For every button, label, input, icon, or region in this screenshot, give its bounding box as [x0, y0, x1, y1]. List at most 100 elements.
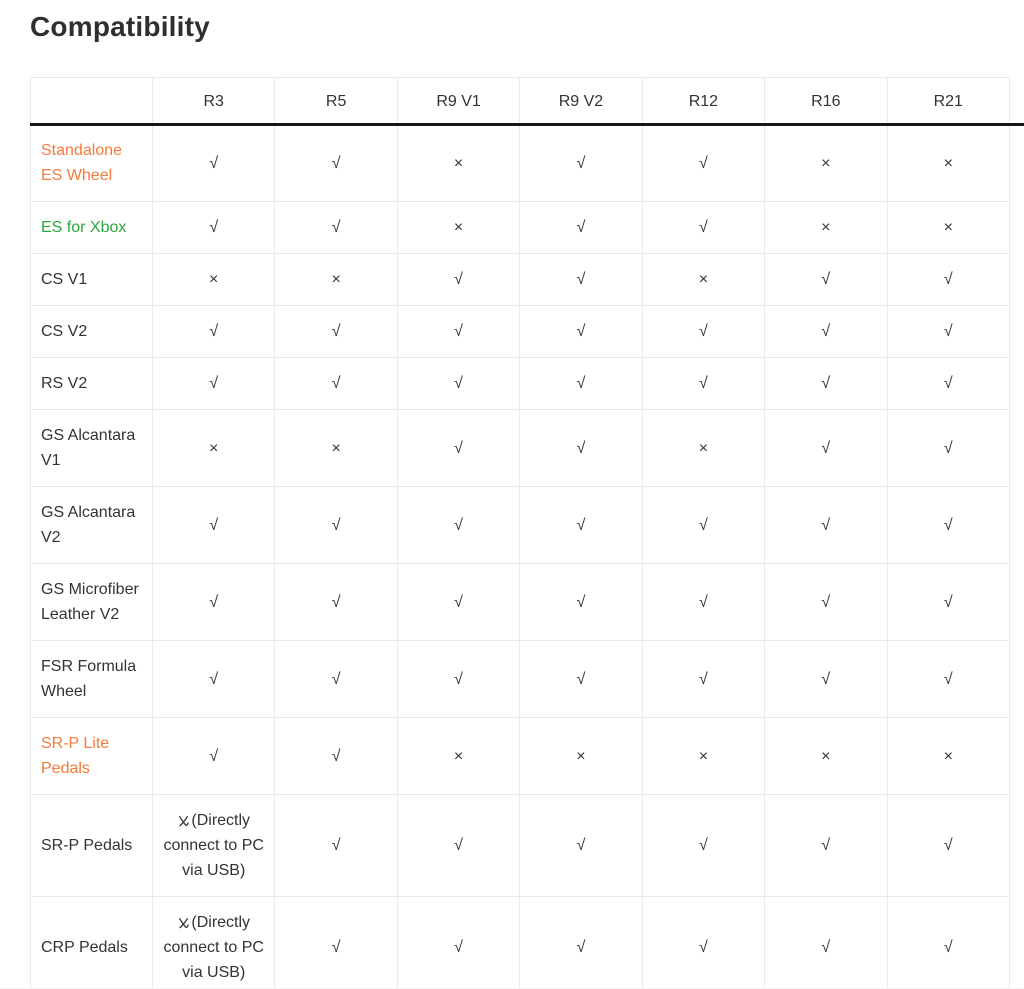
table-row: GS Microfiber Leather V2 √ √ √ √ √ √ √ — [30, 563, 1011, 641]
column-header-r21: R21 — [886, 77, 1011, 125]
row-label: GS Alcantara V2 — [30, 486, 153, 564]
direct-usb-check-icon — [177, 814, 190, 828]
header-divider-rule — [30, 123, 1024, 126]
compat-cell: √ — [641, 794, 766, 897]
compat-cell: × — [886, 124, 1011, 202]
table-row: RS V2 √ √ √ √ √ √ √ — [30, 357, 1011, 410]
table-row: GS Alcantara V1 × × √ √ × √ √ — [30, 409, 1011, 487]
compat-cell: √ — [151, 124, 276, 202]
compat-cell: √ — [641, 124, 766, 202]
compat-cell: × — [764, 717, 888, 795]
table-row: SR-P Lite Pedals √ √ × × × × × — [30, 717, 1011, 795]
table-row: ES for Xbox √ √ × √ √ × × — [30, 201, 1011, 254]
compatibility-table-container: R3 R5 R9 V1 R9 V2 R12 R16 R21 Standalone… — [30, 77, 1024, 989]
table-row: GS Alcantara V2 √ √ √ √ √ √ √ — [30, 486, 1011, 564]
column-header-r3: R3 — [151, 77, 276, 125]
compat-cell: √ — [886, 357, 1011, 410]
compat-cell: √ — [396, 409, 521, 487]
column-header-r9v2: R9 V2 — [519, 77, 643, 125]
compat-cell: √ — [396, 486, 521, 564]
compat-cell: √ — [764, 640, 888, 718]
row-label: GS Microfiber Leather V2 — [30, 563, 153, 641]
compat-cell: × — [151, 253, 276, 306]
compat-cell: × — [274, 253, 398, 306]
compat-cell: √ — [886, 794, 1011, 897]
row-label: RS V2 — [30, 357, 153, 410]
compat-cell: √ — [519, 124, 643, 202]
compat-cell: √ — [764, 305, 888, 358]
compat-cell: √ — [764, 563, 888, 641]
compat-cell: × — [151, 409, 276, 487]
compat-cell: √ — [396, 357, 521, 410]
compat-cell: × — [396, 124, 521, 202]
compat-cell: √ — [274, 486, 398, 564]
row-label: Standalone ES Wheel — [30, 124, 153, 202]
compat-cell: √ — [886, 409, 1011, 487]
compat-cell-usb-note: (Directly connect to PC via USB) — [151, 896, 276, 989]
compat-cell: √ — [396, 896, 521, 989]
compat-cell: √ — [396, 794, 521, 897]
note-text: (Directly connect to PC via USB) — [163, 914, 264, 981]
column-header-r5: R5 — [274, 77, 398, 125]
compat-cell: √ — [274, 640, 398, 718]
direct-usb-check-icon — [177, 916, 190, 930]
compat-cell: √ — [396, 563, 521, 641]
compat-cell: √ — [151, 717, 276, 795]
page-title: Compatibility — [30, 11, 210, 42]
compat-cell: √ — [886, 253, 1011, 306]
compat-cell: √ — [274, 357, 398, 410]
compat-cell: √ — [886, 563, 1011, 641]
compat-cell: √ — [764, 486, 888, 564]
header-row: R3 R5 R9 V1 R9 V2 R12 R16 R21 — [30, 77, 1011, 125]
compat-cell: × — [641, 409, 766, 487]
column-header-r9v1: R9 V1 — [396, 77, 521, 125]
compat-cell: √ — [151, 640, 276, 718]
compat-cell: √ — [764, 896, 888, 989]
compat-cell: √ — [641, 563, 766, 641]
compat-cell: × — [641, 717, 766, 795]
compat-cell: √ — [641, 357, 766, 410]
compat-cell: √ — [641, 640, 766, 718]
compat-cell: √ — [274, 896, 398, 989]
compat-cell: √ — [641, 486, 766, 564]
compat-cell: √ — [886, 486, 1011, 564]
compat-cell: √ — [519, 253, 643, 306]
compat-cell: √ — [519, 794, 643, 897]
compat-cell: √ — [519, 640, 643, 718]
column-header-blank — [30, 77, 153, 125]
compat-cell: √ — [151, 357, 276, 410]
compat-cell: √ — [396, 305, 521, 358]
compat-cell: √ — [519, 896, 643, 989]
compat-cell: × — [519, 717, 643, 795]
table-row: CRP Pedals (Directly connect to PC via U… — [30, 896, 1011, 989]
compat-cell: √ — [886, 640, 1011, 718]
compat-cell: √ — [396, 253, 521, 306]
compat-cell: √ — [519, 486, 643, 564]
compat-cell: √ — [641, 896, 766, 989]
column-header-r16: R16 — [764, 77, 888, 125]
compat-cell: √ — [151, 305, 276, 358]
compat-cell: √ — [519, 357, 643, 410]
table-row: CS V1 × × √ √ × √ √ — [30, 253, 1011, 306]
compat-cell: √ — [396, 640, 521, 718]
row-label: ES for Xbox — [30, 201, 153, 254]
compat-cell: √ — [886, 305, 1011, 358]
table-row: CS V2 √ √ √ √ √ √ √ — [30, 305, 1011, 358]
compat-cell: × — [274, 409, 398, 487]
row-label: CS V1 — [30, 253, 153, 306]
compat-cell-usb-note: (Directly connect to PC via USB) — [151, 794, 276, 897]
table-row: FSR Formula Wheel √ √ √ √ √ √ √ — [30, 640, 1011, 718]
compat-cell: √ — [764, 253, 888, 306]
compat-cell: × — [396, 201, 521, 254]
compat-cell: × — [886, 717, 1011, 795]
column-header-r12: R12 — [641, 77, 766, 125]
row-label: SR-P Pedals — [30, 794, 153, 897]
table-row: SR-P Pedals (Directly connect to PC via … — [30, 794, 1011, 897]
row-label: GS Alcantara V1 — [30, 409, 153, 487]
compat-cell: × — [396, 717, 521, 795]
compat-cell: √ — [274, 201, 398, 254]
compat-cell: √ — [764, 794, 888, 897]
compat-cell: √ — [151, 563, 276, 641]
compat-cell: √ — [641, 201, 766, 254]
compat-cell: √ — [151, 201, 276, 254]
